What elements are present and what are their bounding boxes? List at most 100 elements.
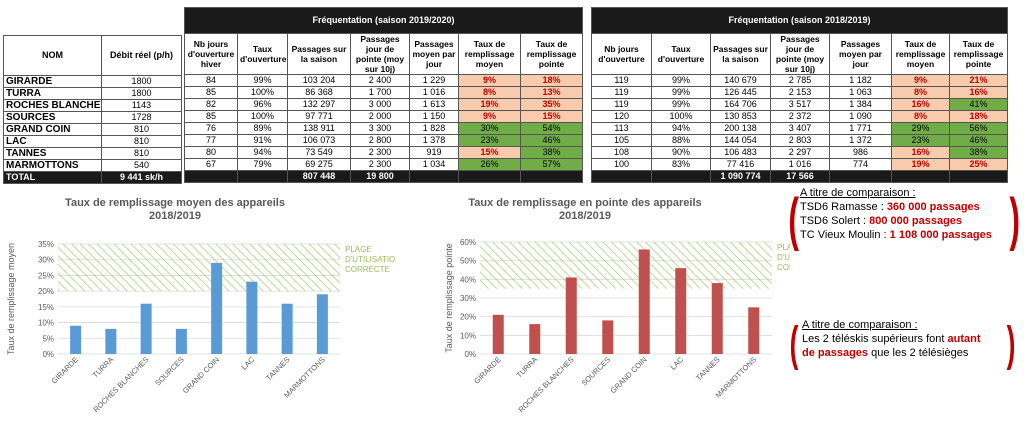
table-cell: 41% xyxy=(948,98,1009,111)
bar xyxy=(211,262,223,354)
table-cell: 1 016 xyxy=(770,158,830,171)
chart-title-line: 2018/2019 xyxy=(149,210,201,222)
table-cell: 144 054 xyxy=(710,134,771,147)
total-label: TOTAL xyxy=(3,171,102,184)
table-cell: 100% xyxy=(237,86,288,99)
table-cell: 100 xyxy=(591,158,652,171)
table-cell: 9% xyxy=(891,74,950,87)
table-cell: 46% xyxy=(948,134,1009,147)
name-cell: GRAND COIN xyxy=(3,123,102,136)
table-cell: 138 911 xyxy=(287,122,351,135)
y-axis-label: Taux de remplissage moyen xyxy=(6,243,16,355)
table-cell: 130 853 xyxy=(710,110,771,123)
bar xyxy=(675,268,687,354)
table-cell: 100% xyxy=(237,110,288,123)
table-cell: 106 073 xyxy=(287,134,351,147)
table-cell: 986 xyxy=(829,146,892,159)
table-cell: 108 xyxy=(591,146,652,159)
table-cell: 9% xyxy=(458,110,521,123)
chart-title-line: Taux de remplissage moyen des appareils xyxy=(65,197,285,209)
bar xyxy=(140,303,152,354)
table-row: 85 100% 86 368 1 700 1 016 8% 13% xyxy=(184,86,584,99)
note2-line1: Les 2 téléskis supérieurs font autant xyxy=(802,332,1007,346)
note2-line1-text: Les 2 téléskis supérieurs font xyxy=(802,333,948,345)
table-cell: 35% xyxy=(519,98,584,111)
table-cell: 91% xyxy=(237,134,288,147)
table-cell: 100% xyxy=(651,110,711,123)
table-cell: 13% xyxy=(519,86,584,99)
bar xyxy=(565,277,577,354)
table-cell: 79% xyxy=(237,158,288,171)
debit-cell: 1143 xyxy=(101,99,182,112)
table-cell: 113 xyxy=(591,122,652,135)
x-tick-label: LAC xyxy=(240,355,257,372)
table-cell: 2 300 xyxy=(350,146,410,159)
table-cell: 57% xyxy=(519,158,584,171)
bar xyxy=(602,320,614,354)
note2-line2-highlight: de passages xyxy=(802,347,869,359)
table-row: 113 94% 200 138 3 407 1 771 29% 56% xyxy=(591,122,1009,135)
total-cell: 19 800 xyxy=(350,170,410,183)
band-label-line: D'UTILISATION xyxy=(777,253,790,262)
table-row: MARMOTTONS 540 xyxy=(3,159,182,172)
correct-usage-band xyxy=(58,244,340,292)
note2-right-brace: ) xyxy=(1006,318,1016,371)
table-cell: 1 378 xyxy=(409,134,459,147)
bar xyxy=(105,328,117,354)
table-cell: 2 785 xyxy=(770,74,830,87)
debit-cell: 1800 xyxy=(101,87,182,100)
table-cell: 25% xyxy=(948,158,1009,171)
header-debit: Débit réel (p/h) xyxy=(101,35,182,76)
band-label-line: PLAGE xyxy=(777,243,790,252)
name-cell: LAC xyxy=(3,135,102,148)
note2-left-brace: ( xyxy=(789,318,799,371)
name-cell: MARMOTTONS xyxy=(3,159,102,172)
note1-line-value: 800 000 passages xyxy=(869,215,963,227)
table-cell: 56% xyxy=(948,122,1009,135)
chart-title-line: 2018/2019 xyxy=(559,210,611,222)
table-cell: 97 771 xyxy=(287,110,351,123)
table-cell: 88% xyxy=(651,134,711,147)
table-row: 120 100% 130 853 2 372 1 090 8% 18% xyxy=(591,110,1009,123)
table-cell: 19% xyxy=(458,98,521,111)
table-cell: 21% xyxy=(948,74,1009,87)
bar xyxy=(316,294,328,354)
table-row: GRAND COIN 810 xyxy=(3,123,182,136)
total-cell xyxy=(184,170,238,183)
table-cell: 3 300 xyxy=(350,122,410,135)
table-cell: 99% xyxy=(237,74,288,87)
total-cell xyxy=(237,170,288,183)
table-row: 108 90% 106 483 2 297 986 16% 38% xyxy=(591,146,1009,159)
column-header: Passages sur la saison xyxy=(710,33,771,75)
debit-cell: 810 xyxy=(101,135,182,148)
table-2019-2020: Fréquentation (saison 2019/2020) Nb jour… xyxy=(183,7,584,183)
table-cell: 8% xyxy=(458,86,521,99)
bar xyxy=(711,283,723,354)
total-cell xyxy=(409,170,459,183)
column-header: Taux de remplissage pointe xyxy=(519,33,584,75)
table-cell: 85 xyxy=(184,110,238,123)
table-cell: 82 xyxy=(184,98,238,111)
table-cell: 8% xyxy=(891,86,950,99)
chart-remplissage-moyen: Taux de remplissage moyen des appareils2… xyxy=(6,197,395,414)
table-cell: 1 700 xyxy=(350,86,410,99)
note1-right-brace: ) xyxy=(1009,187,1020,252)
total-row: 807 448 19 800 xyxy=(184,170,584,183)
table-row: 77 91% 106 073 2 800 1 378 23% 46% xyxy=(184,134,584,147)
note1-line-text: TSD6 Solert : xyxy=(800,215,870,227)
table-cell: 96% xyxy=(237,98,288,111)
table-cell: 2 153 xyxy=(770,86,830,99)
table-cell: 1 384 xyxy=(829,98,892,111)
debit-cell: 540 xyxy=(101,159,182,172)
x-tick-label: TURRA xyxy=(515,355,540,380)
y-tick-label: 25% xyxy=(38,271,54,280)
y-tick-label: 30% xyxy=(38,256,54,265)
x-tick-label: TURRA xyxy=(91,355,116,380)
column-header: Passages jour de pointe (moy sur 10j) xyxy=(350,33,410,75)
table-row: 105 88% 144 054 2 803 1 372 23% 46% xyxy=(591,134,1009,147)
table-cell: 77 416 xyxy=(710,158,771,171)
table-row: 85 100% 97 771 2 000 1 150 9% 15% xyxy=(184,110,584,123)
table-cell: 3 000 xyxy=(350,98,410,111)
table-cell: 103 204 xyxy=(287,74,351,87)
table-cell: 1 828 xyxy=(409,122,459,135)
